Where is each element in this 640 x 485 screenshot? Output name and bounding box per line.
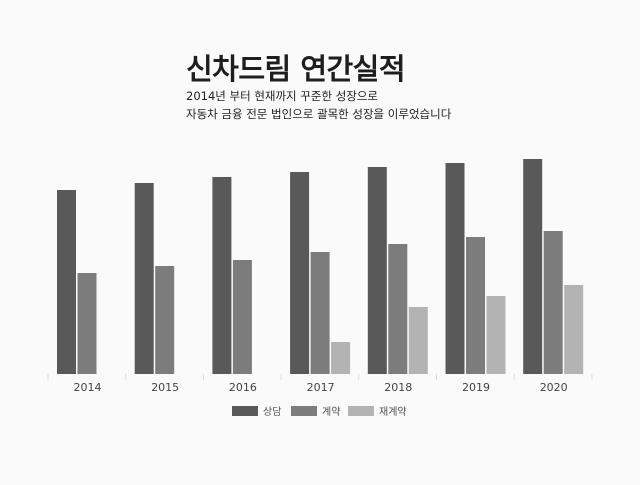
bar-2018-계약 [388,244,408,374]
legend-label: 재계약 [379,406,407,418]
bar-2017-재계약 [331,342,351,374]
x-tick-label: 2017 [307,381,335,394]
bar-2017-상담 [290,172,310,374]
bar-2015-상담 [134,183,154,374]
bar-2019-상담 [445,163,465,374]
bar-2014-계약 [77,273,97,374]
x-tick-label: 2020 [540,381,568,394]
bar-2020-상담 [523,159,543,374]
bar-2019-재계약 [486,296,506,374]
legend-swatch-상담 [232,406,258,416]
x-tick-label: 2015 [151,381,179,394]
bar-2017-계약 [310,252,330,374]
bar-2018-재계약 [408,307,428,374]
legend-label: 상담 [263,406,281,418]
bar-2014-상담 [57,190,76,374]
bar-2015-계약 [155,266,175,374]
x-tick-label: 2014 [74,381,102,394]
legend-swatch-재계약 [348,406,374,416]
x-tick-label: 2018 [384,381,412,394]
x-tick-label: 2019 [462,381,490,394]
bar-2019-계약 [466,237,485,374]
legend-label: 계약 [322,406,340,418]
subtitle-line-2: 자동차 금융 전문 법인으로 괄목한 성장을 이루었습니다 [186,107,452,121]
bar-2016-계약 [232,260,252,374]
x-tick-label: 2016 [229,381,257,394]
bar-2016-상담 [212,177,232,374]
subtitle-line-1: 2014년 부터 현재까지 꾸준한 성장으로 [186,89,379,103]
legend-swatch-계약 [291,406,317,416]
bar-2020-재계약 [564,285,584,374]
bar-2018-상담 [367,167,387,374]
bar-2020-계약 [543,231,563,374]
page-title: 신차드림 연간실적 [186,52,406,86]
